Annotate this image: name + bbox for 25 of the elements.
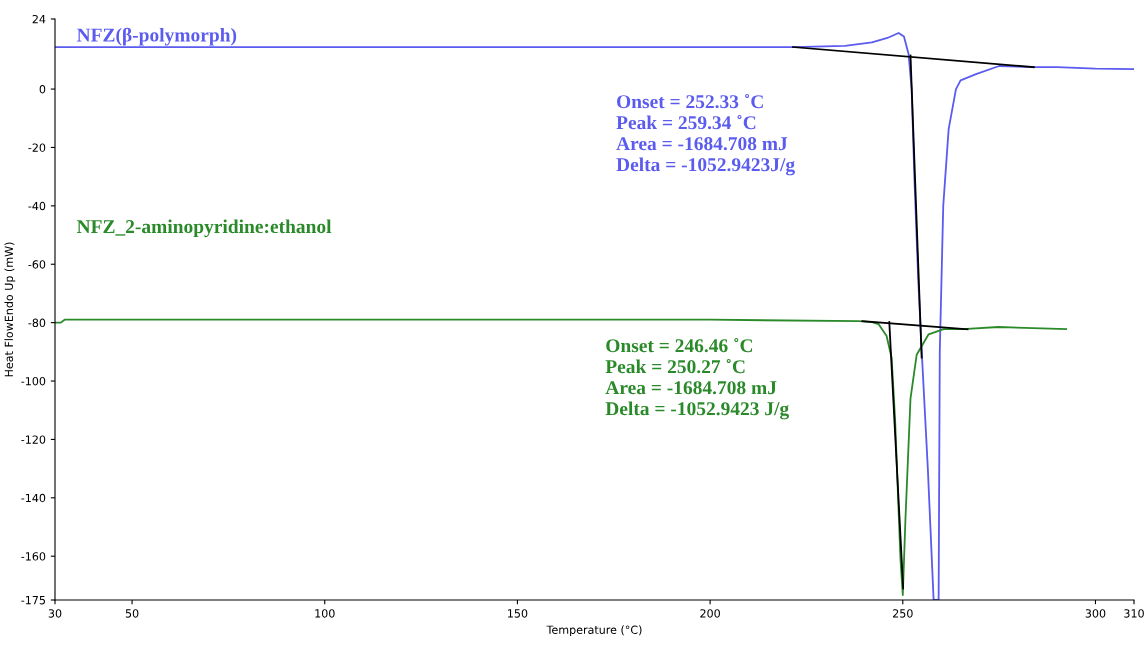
- y-tick-label: -60: [28, 260, 46, 269]
- x-tick-label: 250: [893, 609, 913, 618]
- x-axis-title: Temperature (°C): [546, 625, 642, 637]
- x-tick-label: 150: [508, 609, 528, 618]
- y-tick-label: -120: [21, 435, 46, 444]
- y-tick-label: -20: [28, 143, 46, 152]
- x-tick-label: 300: [1085, 609, 1106, 618]
- y-tick-label: -80: [28, 318, 46, 328]
- text: NFZ_2-aminopyridine:ethanol: [76, 219, 332, 238]
- y-tick-label: -160: [21, 552, 46, 561]
- x-tick-label: 200: [700, 609, 720, 618]
- x-tick-label: 30: [48, 609, 62, 618]
- y-tick-label: -140: [21, 493, 46, 503]
- y-axis-title: Heat FlowEndo Up (mW): [4, 242, 16, 377]
- y-tick-label: -175: [21, 596, 45, 605]
- y-tick-label: 0: [39, 85, 46, 94]
- y-tick-label: -100: [21, 377, 46, 386]
- annotation: Onset = 252.33 ˚C Peak = 259.34 ˚C Area = -1684.708 mJ Delta = -1052.9423J/g: [616, 93, 795, 176]
- x-tick-label: 100: [315, 609, 335, 618]
- x-tick-label: 50: [125, 609, 139, 618]
- x-tick-label: 310: [1124, 609, 1144, 618]
- annotation: Onset = 246.46 ˚C Peak = 250.27 ˚C Area = -1684.708 mJ Delta = -1052.9423 J/g: [605, 337, 789, 420]
- y-tick-label: 24: [32, 14, 46, 24]
- y-tick-label: -40: [28, 201, 46, 211]
- series-label: NFZ(β-polymorph): [76, 27, 237, 46]
